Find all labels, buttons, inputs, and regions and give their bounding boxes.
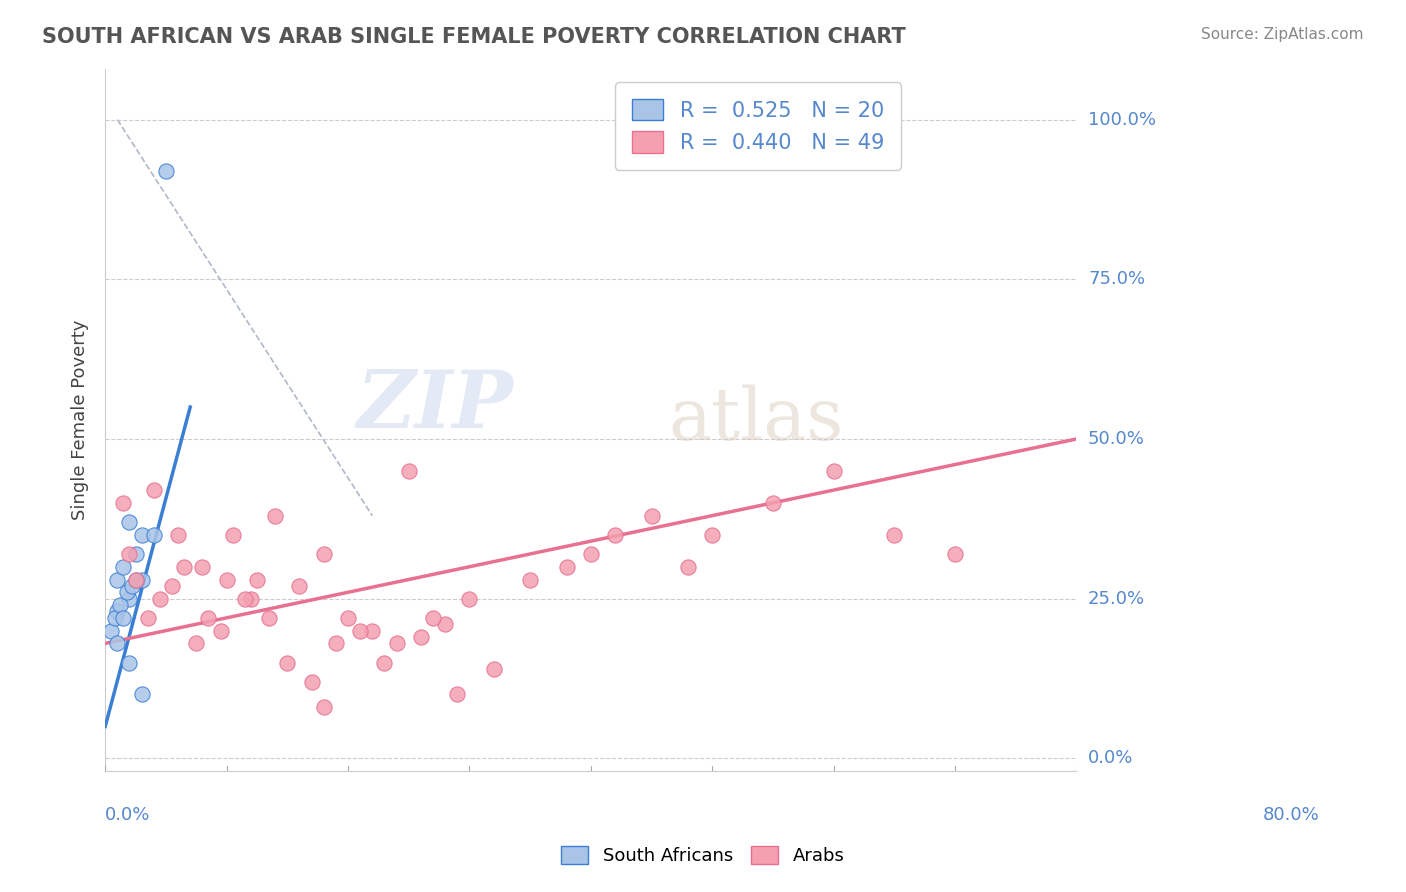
Point bbox=[160, 579, 183, 593]
Point bbox=[215, 573, 238, 587]
Point bbox=[446, 688, 468, 702]
Point bbox=[108, 598, 131, 612]
Point bbox=[519, 573, 541, 587]
Point bbox=[131, 688, 153, 702]
Legend: R =  0.525   N = 20, R =  0.440   N = 49: R = 0.525 N = 20, R = 0.440 N = 49 bbox=[616, 82, 901, 169]
Point bbox=[434, 617, 457, 632]
Point bbox=[312, 547, 335, 561]
Point bbox=[155, 163, 177, 178]
Point bbox=[221, 528, 243, 542]
Point bbox=[118, 591, 141, 606]
Point bbox=[640, 508, 662, 523]
Point bbox=[142, 483, 165, 497]
Point bbox=[112, 559, 135, 574]
Point bbox=[233, 591, 256, 606]
Point bbox=[579, 547, 602, 561]
Point bbox=[124, 547, 146, 561]
Point bbox=[257, 611, 280, 625]
Text: 100.0%: 100.0% bbox=[1088, 111, 1156, 128]
Point bbox=[118, 515, 141, 529]
Point bbox=[246, 573, 269, 587]
Point bbox=[121, 579, 143, 593]
Point bbox=[186, 636, 208, 650]
Y-axis label: Single Female Poverty: Single Female Poverty bbox=[72, 319, 89, 520]
Point bbox=[555, 559, 578, 574]
Point bbox=[264, 508, 287, 523]
Point bbox=[398, 464, 420, 478]
Text: 0.0%: 0.0% bbox=[105, 806, 150, 824]
Point bbox=[883, 528, 905, 542]
Point bbox=[676, 559, 699, 574]
Point bbox=[124, 573, 146, 587]
Point bbox=[131, 573, 153, 587]
Point bbox=[131, 528, 153, 542]
Point bbox=[409, 630, 432, 644]
Text: SOUTH AFRICAN VS ARAB SINGLE FEMALE POVERTY CORRELATION CHART: SOUTH AFRICAN VS ARAB SINGLE FEMALE POVE… bbox=[42, 27, 905, 46]
Point bbox=[112, 611, 135, 625]
Point bbox=[197, 611, 219, 625]
Legend: South Africans, Arabs: South Africans, Arabs bbox=[553, 837, 853, 874]
Point bbox=[312, 700, 335, 714]
Point bbox=[112, 496, 135, 510]
Text: 75.0%: 75.0% bbox=[1088, 270, 1144, 288]
Point bbox=[422, 611, 444, 625]
Text: 80.0%: 80.0% bbox=[1263, 806, 1319, 824]
Point bbox=[943, 547, 966, 561]
Point bbox=[136, 611, 159, 625]
Point bbox=[482, 662, 505, 676]
Point bbox=[458, 591, 481, 606]
Point bbox=[167, 528, 190, 542]
Point bbox=[118, 656, 141, 670]
Point bbox=[385, 636, 408, 650]
Point bbox=[149, 591, 172, 606]
Text: 0.0%: 0.0% bbox=[1088, 749, 1133, 767]
Point bbox=[209, 624, 232, 638]
Point bbox=[301, 674, 323, 689]
Point bbox=[115, 585, 138, 599]
Point bbox=[288, 579, 311, 593]
Point bbox=[373, 656, 395, 670]
Point bbox=[239, 591, 262, 606]
Point bbox=[100, 624, 122, 638]
Point bbox=[337, 611, 360, 625]
Point bbox=[823, 464, 845, 478]
Text: ZIP: ZIP bbox=[356, 367, 513, 444]
Point bbox=[173, 559, 195, 574]
Point bbox=[142, 528, 165, 542]
Point bbox=[191, 559, 214, 574]
Point bbox=[325, 636, 347, 650]
Point bbox=[105, 604, 128, 618]
Text: atlas: atlas bbox=[668, 384, 844, 455]
Point bbox=[361, 624, 384, 638]
Point bbox=[276, 656, 298, 670]
Point bbox=[105, 573, 128, 587]
Point bbox=[762, 496, 785, 510]
Point bbox=[118, 547, 141, 561]
Text: 25.0%: 25.0% bbox=[1088, 590, 1144, 607]
Text: Source: ZipAtlas.com: Source: ZipAtlas.com bbox=[1201, 27, 1364, 42]
Point bbox=[104, 611, 127, 625]
Point bbox=[702, 528, 724, 542]
Text: 50.0%: 50.0% bbox=[1088, 430, 1144, 448]
Point bbox=[105, 636, 128, 650]
Point bbox=[349, 624, 371, 638]
Point bbox=[124, 573, 146, 587]
Point bbox=[603, 528, 626, 542]
